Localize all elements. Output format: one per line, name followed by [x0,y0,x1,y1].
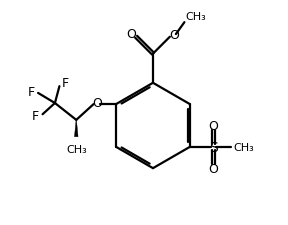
Text: O: O [169,28,179,41]
Text: CH₃: CH₃ [66,144,87,154]
Text: S: S [209,140,218,154]
Text: O: O [93,97,103,109]
Text: F: F [62,77,69,90]
Text: O: O [209,162,219,175]
Text: CH₃: CH₃ [185,12,206,22]
Polygon shape [75,121,78,137]
Text: O: O [127,28,137,41]
Text: CH₃: CH₃ [234,142,255,152]
Text: F: F [32,109,39,122]
Text: O: O [209,119,219,132]
Text: F: F [27,86,35,99]
